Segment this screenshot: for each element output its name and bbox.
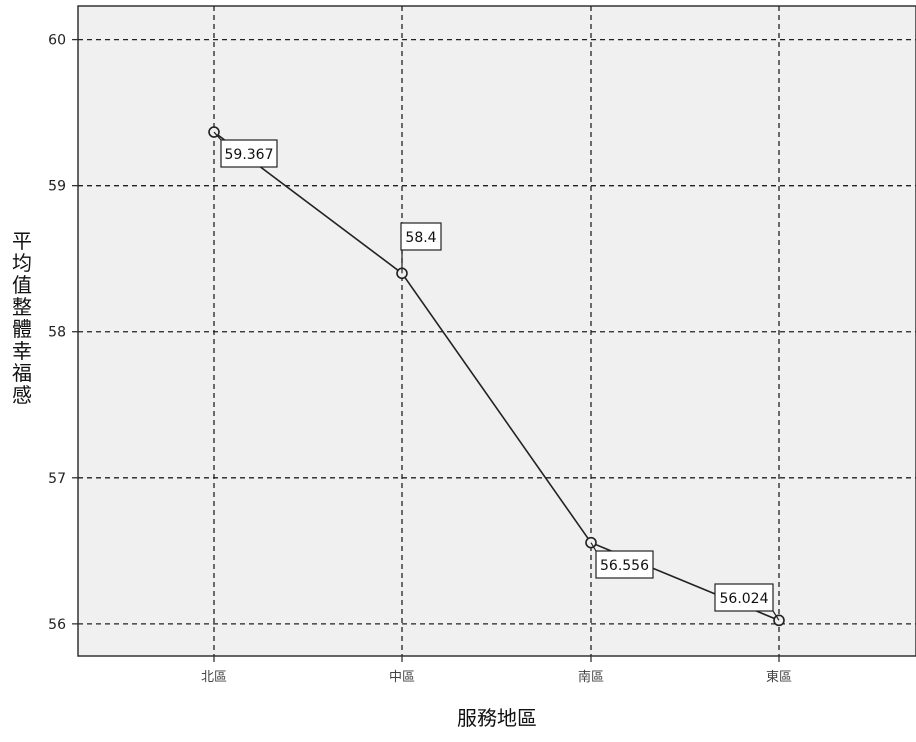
x-tick-label: 北區 (201, 670, 227, 685)
data-label-box (400, 222, 442, 251)
data-label-text: 58.4 (405, 230, 436, 246)
x-tick-label: 東區 (766, 669, 792, 685)
data-label-leader (772, 610, 780, 621)
series-line-layer (213, 131, 780, 622)
y-axis: 56 57 58 59 60 (48, 33, 78, 633)
data-label: 58.4 (400, 222, 442, 274)
data-label-leader (213, 131, 222, 141)
x-tick-label: 中區 (389, 670, 415, 685)
data-label: 56.024 (714, 583, 780, 621)
data-label-box (714, 583, 774, 612)
x-tick-label: 南區 (578, 669, 604, 685)
y-tick-label: 57 (48, 471, 66, 487)
y-tick-label: 59 (48, 179, 66, 195)
plot-area (77, 5, 916, 657)
y-tick-label: 60 (48, 33, 66, 49)
y-tick-label: 58 (48, 325, 66, 341)
y-tick-label: 56 (48, 617, 66, 633)
data-label: 56.556 (590, 542, 654, 579)
data-label: 59.367 (213, 131, 278, 168)
data-label-text: 56.024 (720, 591, 769, 607)
x-axis: 北區 中區 南區 東區 (201, 656, 792, 685)
x-axis-title: 服務地區 (457, 706, 537, 730)
data-label-leader (590, 542, 597, 552)
data-label-text: 59.367 (225, 147, 274, 163)
y-axis-title: 平均值整體幸福感 (12, 229, 32, 407)
data-labels: 59.367 58.4 56.556 56.024 (213, 131, 780, 621)
data-label-box (595, 550, 654, 579)
data-label-box (220, 139, 278, 168)
series-line (213, 131, 780, 622)
data-label-text: 56.556 (600, 558, 649, 574)
